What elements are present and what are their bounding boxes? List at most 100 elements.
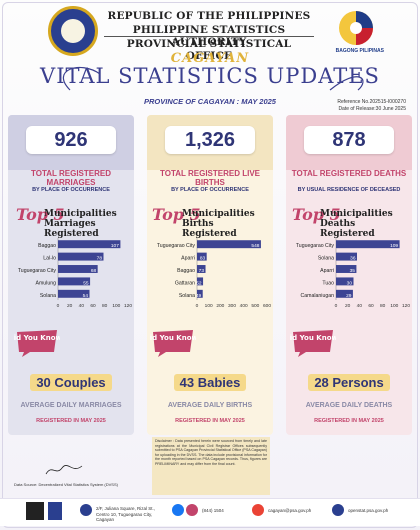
bar-0 bbox=[197, 240, 261, 249]
births-basis-label: BY PLACE OF OCCURRENCE bbox=[171, 187, 249, 193]
x-tick-label-4: 80 bbox=[380, 303, 386, 309]
category-label-0: Tuguegarao City bbox=[296, 243, 335, 249]
did-you-know-badge-marriages: Did You Know? bbox=[14, 330, 60, 357]
value-label-0: 109 bbox=[390, 243, 398, 249]
bar-4 bbox=[197, 289, 203, 298]
dyk-text-1: Did You Know? bbox=[14, 334, 60, 342]
bar-1 bbox=[58, 252, 104, 261]
value-label-3: 55 bbox=[83, 280, 89, 286]
category-label-4: Solana bbox=[40, 293, 56, 299]
footer-email[interactable]: cagayan@psa.gov.ph bbox=[268, 508, 312, 513]
value-label-2: 35 bbox=[350, 268, 356, 274]
footer-phone[interactable]: (844) 1504 bbox=[202, 508, 224, 513]
births-bar-chart: Tuguegarao City 548 Aparri 83 Baggao 73 Gattar… bbox=[157, 238, 271, 309]
category-label-4: Solana bbox=[179, 293, 195, 299]
x-tick-label-0: 0 bbox=[57, 303, 60, 309]
avg-deaths-value: 28 Persons bbox=[286, 374, 412, 391]
x-tick-label-4: 400 bbox=[240, 303, 248, 309]
bagong-pilipinas-logo bbox=[339, 11, 373, 45]
reference-info: Reference No.202515-I000270 Date of Rele… bbox=[337, 99, 406, 113]
top5-births-badge: Top 5 bbox=[152, 205, 201, 224]
did-you-know-badge-births: Did You Know? bbox=[150, 330, 196, 357]
value-label-3: 30 bbox=[347, 280, 353, 286]
avg-deaths-label: AVERAGE DAILY DEATHS bbox=[305, 402, 393, 409]
email-icon bbox=[252, 504, 264, 516]
value-label-0: 548 bbox=[251, 243, 259, 249]
bar-2 bbox=[336, 265, 357, 273]
bar-2 bbox=[58, 265, 98, 273]
header-republic: REPUBLIC OF THE PHILIPPINES bbox=[107, 10, 311, 22]
bar-3 bbox=[336, 277, 354, 286]
value-label-0: 107 bbox=[111, 243, 119, 249]
category-label-3: Tuao bbox=[322, 280, 334, 286]
footer-website[interactable]: openstat.psa.gov.ph bbox=[348, 508, 389, 513]
avg-deaths-box: 28 Persons bbox=[308, 374, 390, 391]
avg-marriages-box: 30 Couples bbox=[30, 374, 112, 391]
total-deaths-label: TOTAL REGISTERED DEATHS bbox=[291, 169, 407, 178]
reference-number: Reference No.202515-I000270 bbox=[337, 99, 406, 105]
facebook-icon[interactable] bbox=[172, 504, 184, 516]
disclaimer-box: Disclaimer : Data presented herein were … bbox=[152, 437, 270, 495]
did-you-know-badge-deaths: Did You Know? bbox=[290, 330, 336, 357]
header-office: PROVINCIAL STATISTICAL OFFICE bbox=[126, 38, 292, 62]
category-label-1: Solana bbox=[318, 256, 334, 262]
header-psa: PHILIPPINE STATISTICS AUTHORITY bbox=[132, 24, 286, 48]
x-tick-label-0: 0 bbox=[335, 303, 338, 309]
deaths-basis-label: BY USUAL RESIDENCE OF DECEASED bbox=[297, 187, 401, 193]
value-label-4: 29 bbox=[346, 293, 352, 299]
x-tick-label-2: 200 bbox=[216, 303, 224, 309]
web-icon bbox=[332, 504, 344, 516]
signature-mark bbox=[45, 465, 83, 475]
value-label-1: 36 bbox=[350, 256, 356, 262]
marriages-chart-heading: Municipalities Marriages Registered bbox=[44, 209, 117, 239]
category-label-1: Lal-lo bbox=[43, 256, 56, 262]
avg-deaths-period: REGISTERED IN MAY 2025 bbox=[314, 418, 384, 424]
marriages-basis-label: BY PLACE OF OCCURRENCE bbox=[32, 187, 110, 193]
bar-0 bbox=[336, 240, 400, 249]
x-tick-label-2: 40 bbox=[357, 303, 363, 309]
x-tick-label-4: 80 bbox=[102, 303, 108, 309]
certification-badge-icon bbox=[48, 502, 62, 520]
total-births-value: 1,326 bbox=[165, 126, 255, 154]
bar-4 bbox=[58, 289, 90, 298]
x-tick-label-5: 100 bbox=[390, 303, 398, 309]
avg-births-period: REGISTERED IN MAY 2025 bbox=[175, 418, 245, 424]
marriages-bar-chart: Baggao 107 Lal-lo 78 Tuguegarao City 68 Amulun… bbox=[18, 238, 132, 309]
category-label-2: Baggao bbox=[177, 268, 195, 274]
value-label-3: 52 bbox=[196, 280, 202, 286]
bar-2 bbox=[197, 265, 206, 273]
phone-icon bbox=[186, 504, 198, 516]
x-tick-label-5: 500 bbox=[251, 303, 259, 309]
bagong-pilipinas-label: BAGONG PILIPINAS bbox=[335, 48, 384, 54]
bar-4 bbox=[336, 289, 353, 298]
footer-bar bbox=[0, 498, 420, 526]
bar-1 bbox=[336, 252, 357, 261]
x-tick-label-6: 120 bbox=[402, 303, 410, 309]
avg-marriages-value: 30 Couples bbox=[8, 374, 134, 391]
avg-marriages-label: AVERAGE DAILY MARRIAGES bbox=[20, 402, 122, 409]
births-chart-heading: Municipalities Births Registered bbox=[182, 209, 255, 239]
value-label-2: 73 bbox=[199, 268, 205, 274]
avg-births-label: AVERAGE DAILY BIRTHS bbox=[167, 402, 253, 409]
bar-3 bbox=[197, 277, 204, 286]
category-label-0: Baggao bbox=[38, 243, 56, 249]
category-label-2: Tuguegarao City bbox=[18, 268, 57, 274]
x-tick-label-3: 60 bbox=[368, 303, 374, 309]
avg-marriages-period: REGISTERED IN MAY 2025 bbox=[36, 418, 106, 424]
avg-births-value: 43 Babies bbox=[147, 374, 273, 391]
x-tick-label-3: 300 bbox=[228, 303, 236, 309]
page-subtitle: PROVINCE OF CAGAYAN : MAY 2025 bbox=[144, 97, 276, 106]
total-deaths-value: 878 bbox=[304, 126, 394, 154]
total-marriages-label: TOTAL REGISTERED MARRIAGES bbox=[30, 169, 111, 187]
x-tick-label-2: 40 bbox=[79, 303, 85, 309]
top5-deaths-badge: Top 5 bbox=[292, 205, 341, 224]
x-tick-label-6: 120 bbox=[124, 303, 132, 309]
release-date: Date of Release:30 June 2025 bbox=[338, 106, 406, 112]
title-swirl-decoration bbox=[62, 66, 364, 91]
footer-address: 2/F, Juliana Square, Rizal St., Centro 1… bbox=[96, 506, 156, 522]
category-label-4: Camalaniugan bbox=[301, 293, 335, 299]
qr-code-icon bbox=[26, 502, 44, 520]
bar-1 bbox=[197, 252, 207, 261]
category-label-3: Amulung bbox=[36, 280, 57, 286]
